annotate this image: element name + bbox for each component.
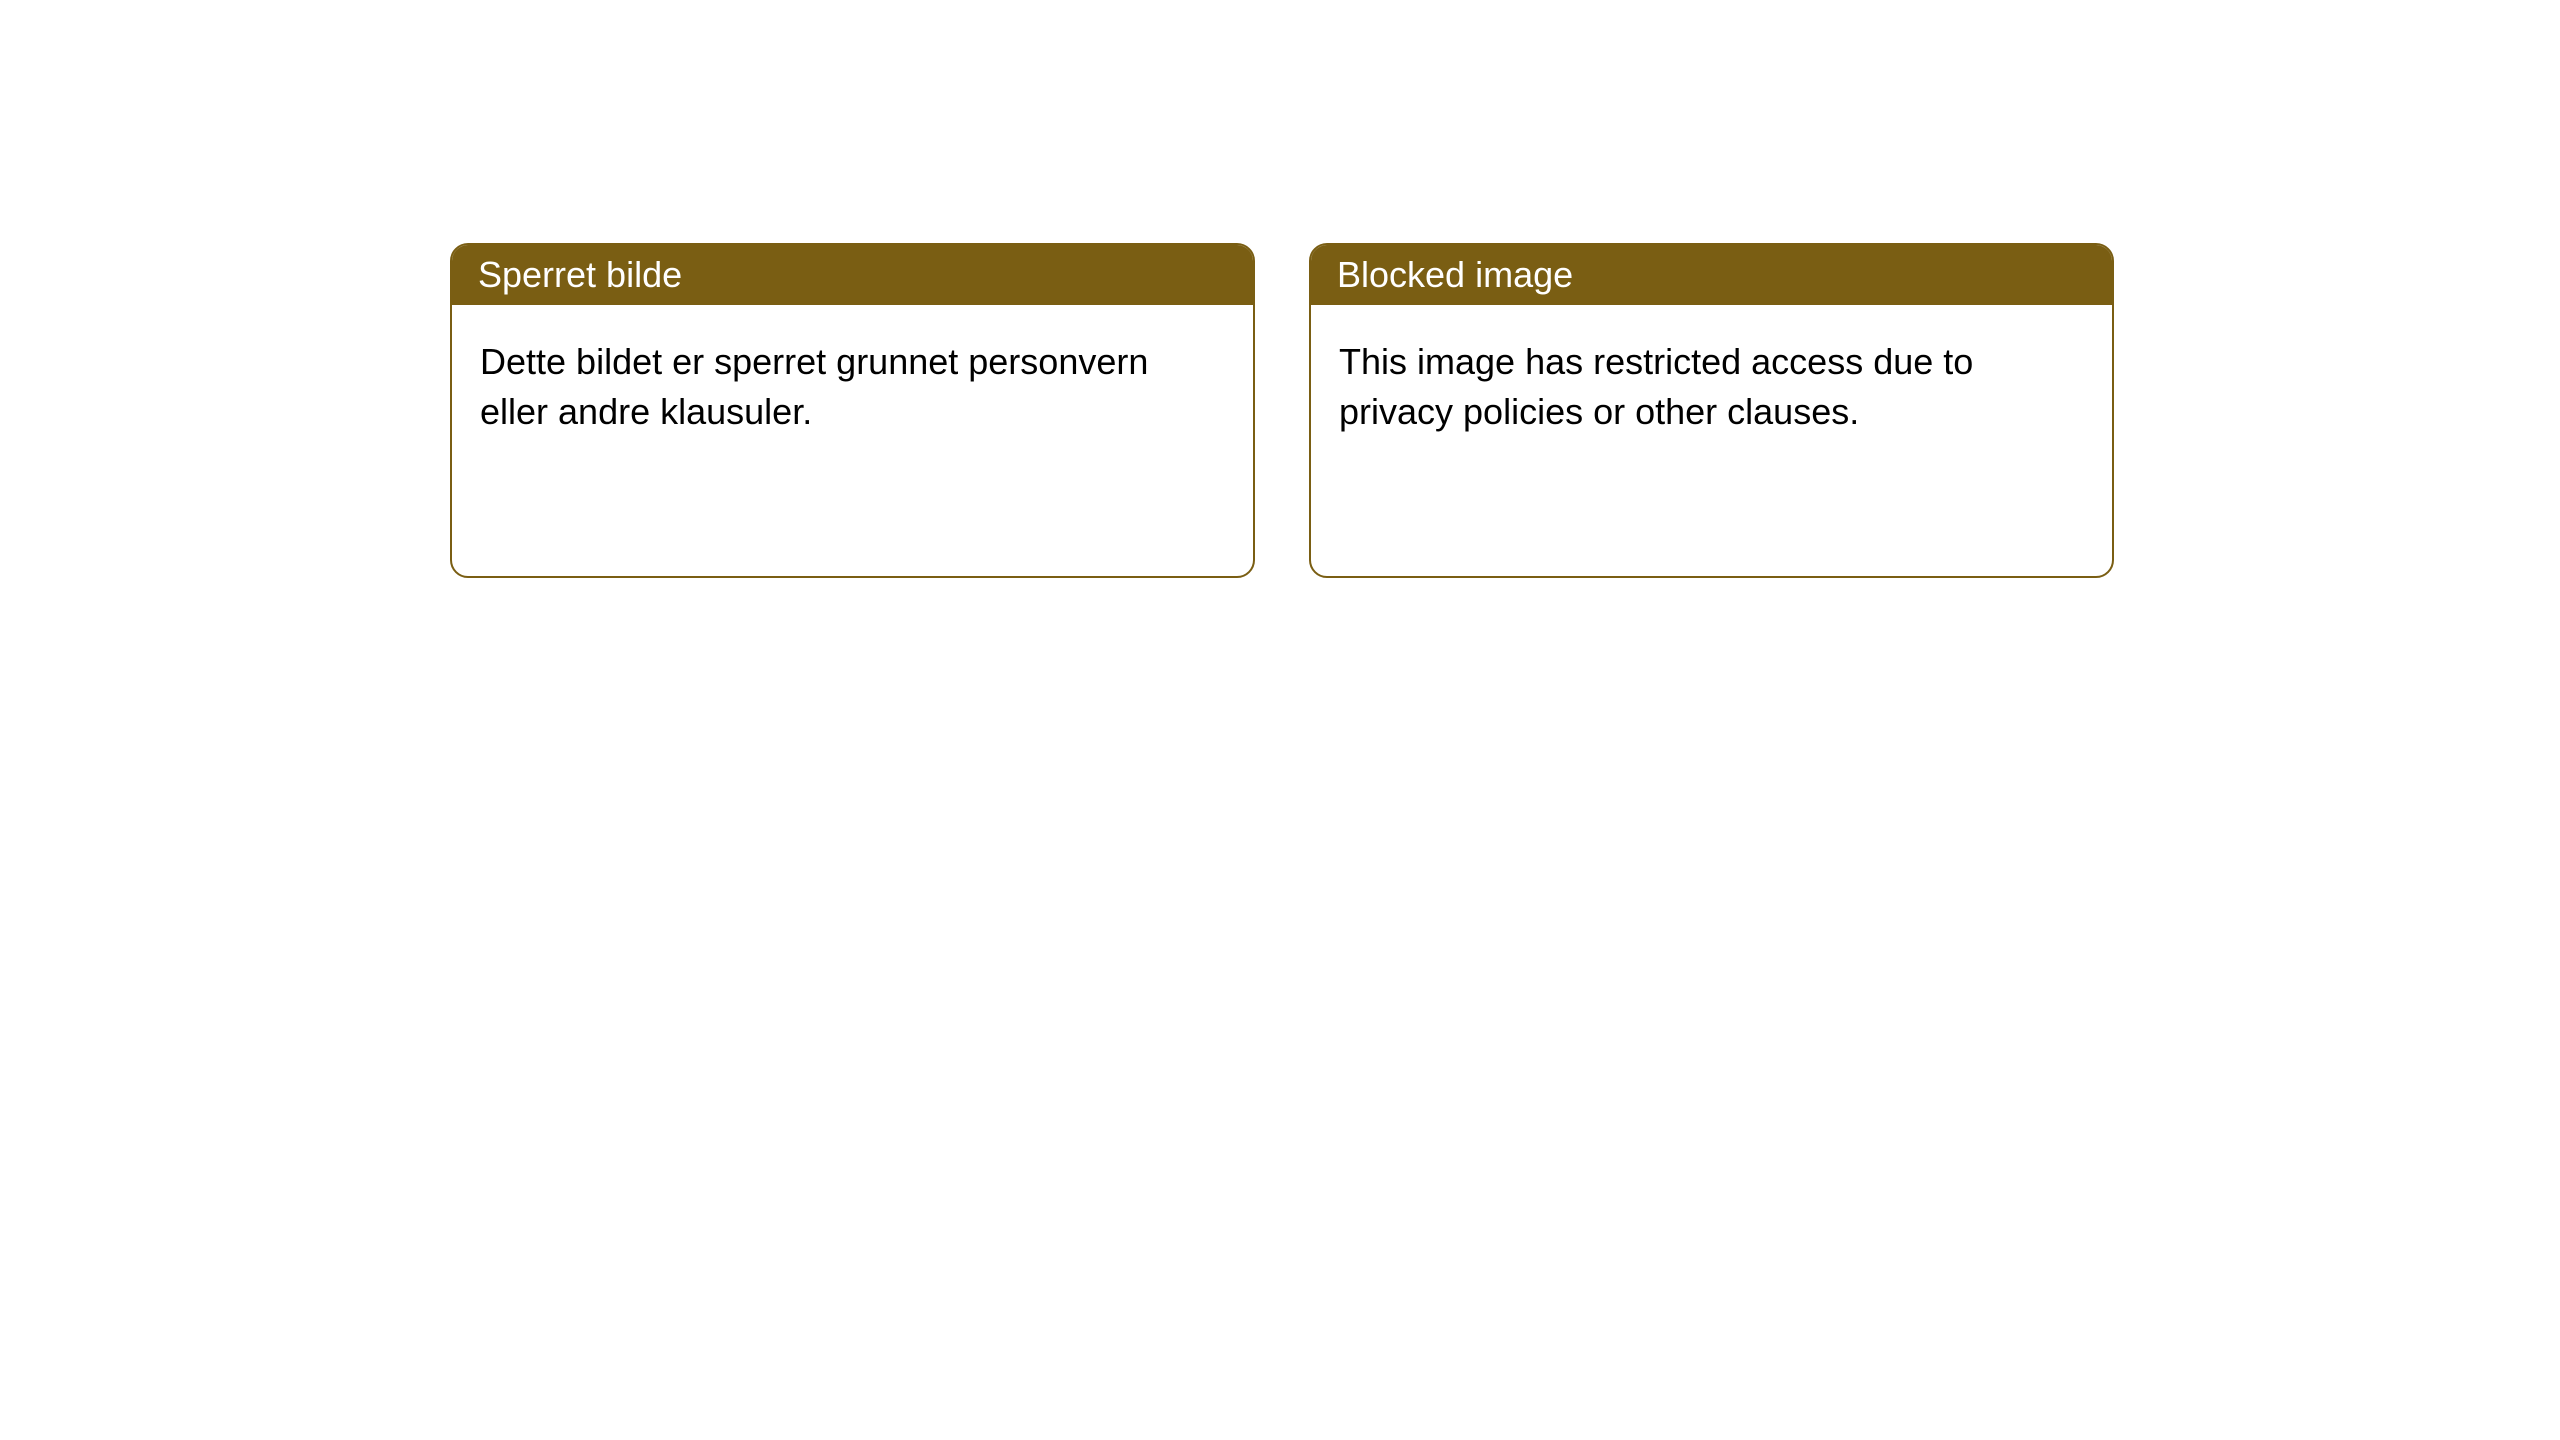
notice-header-english: Blocked image [1311,245,2112,305]
notice-header-norwegian: Sperret bilde [452,245,1253,305]
notice-text-norwegian: Dette bildet er sperret grunnet personve… [480,341,1148,432]
notice-box-english: Blocked image This image has restricted … [1309,243,2114,578]
notice-title-english: Blocked image [1337,254,1573,295]
notice-container: Sperret bilde Dette bildet er sperret gr… [0,0,2560,578]
notice-text-english: This image has restricted access due to … [1339,341,1973,432]
notice-box-norwegian: Sperret bilde Dette bildet er sperret gr… [450,243,1255,578]
notice-body-norwegian: Dette bildet er sperret grunnet personve… [452,305,1253,470]
notice-title-norwegian: Sperret bilde [478,254,682,295]
notice-body-english: This image has restricted access due to … [1311,305,2112,470]
